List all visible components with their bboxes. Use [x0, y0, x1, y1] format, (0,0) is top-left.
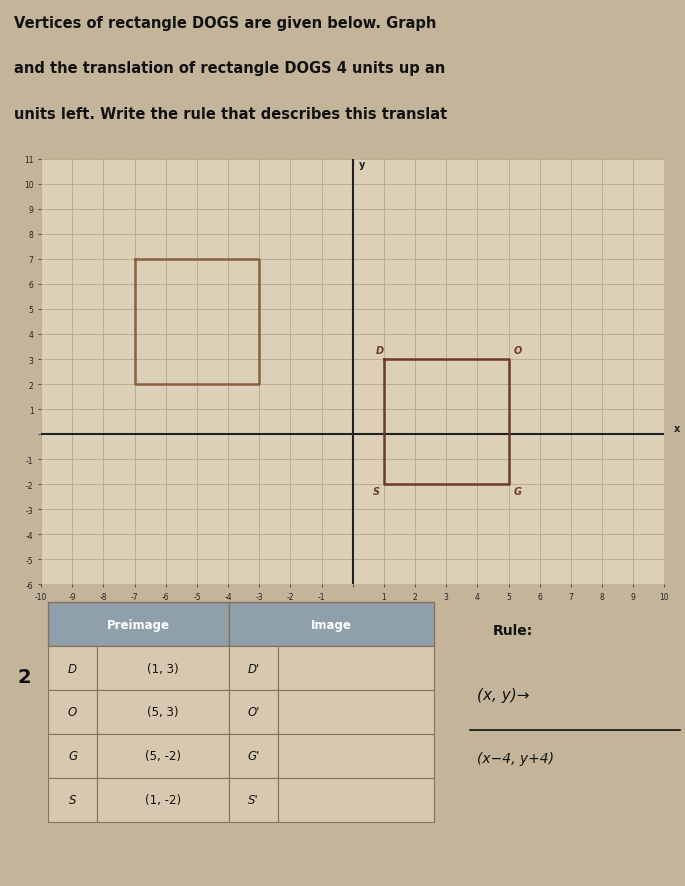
Text: Vertices of rectangle DOGS are given below. Graph: Vertices of rectangle DOGS are given bel…: [14, 16, 436, 31]
Bar: [48, 778, 97, 822]
Text: (x, y)→: (x, y)→: [477, 688, 530, 703]
Text: (1, 3): (1, 3): [147, 662, 179, 675]
Bar: [278, 647, 434, 690]
Bar: [48, 690, 97, 734]
Bar: [229, 647, 278, 690]
Bar: [48, 602, 229, 647]
Text: G: G: [68, 750, 77, 763]
Text: S: S: [69, 793, 76, 806]
Text: and the translation of rectangle DOGS 4 units up an: and the translation of rectangle DOGS 4 …: [14, 61, 445, 76]
Text: O: O: [513, 346, 521, 355]
Text: y: y: [359, 159, 365, 169]
Text: D': D': [247, 662, 260, 675]
Text: D: D: [376, 346, 384, 355]
Text: G: G: [513, 486, 521, 497]
Bar: [229, 734, 278, 778]
Bar: [278, 778, 434, 822]
Text: Rule:: Rule:: [493, 624, 533, 638]
Bar: [229, 602, 434, 647]
Text: Preimage: Preimage: [107, 618, 170, 631]
Bar: [229, 690, 278, 734]
Bar: [48, 734, 97, 778]
Text: O': O': [247, 705, 260, 719]
Bar: [97, 647, 229, 690]
Text: (5, -2): (5, -2): [145, 750, 181, 763]
Bar: [278, 734, 434, 778]
Text: O: O: [68, 705, 77, 719]
Text: 2: 2: [17, 667, 31, 687]
Bar: [229, 778, 278, 822]
Text: S: S: [373, 486, 380, 497]
Text: (1, -2): (1, -2): [145, 793, 181, 806]
Text: x: x: [674, 424, 680, 433]
Bar: [97, 690, 229, 734]
Text: (5, 3): (5, 3): [147, 705, 179, 719]
Bar: [97, 778, 229, 822]
Bar: [278, 690, 434, 734]
Text: Image: Image: [311, 618, 352, 631]
Bar: [97, 734, 229, 778]
Text: S': S': [248, 793, 259, 806]
Text: (x−4, y+4): (x−4, y+4): [477, 751, 554, 766]
Text: G': G': [247, 750, 260, 763]
Bar: [48, 647, 97, 690]
Text: units left. Write the rule that describes this translat: units left. Write the rule that describe…: [14, 106, 447, 121]
Text: D: D: [68, 662, 77, 675]
